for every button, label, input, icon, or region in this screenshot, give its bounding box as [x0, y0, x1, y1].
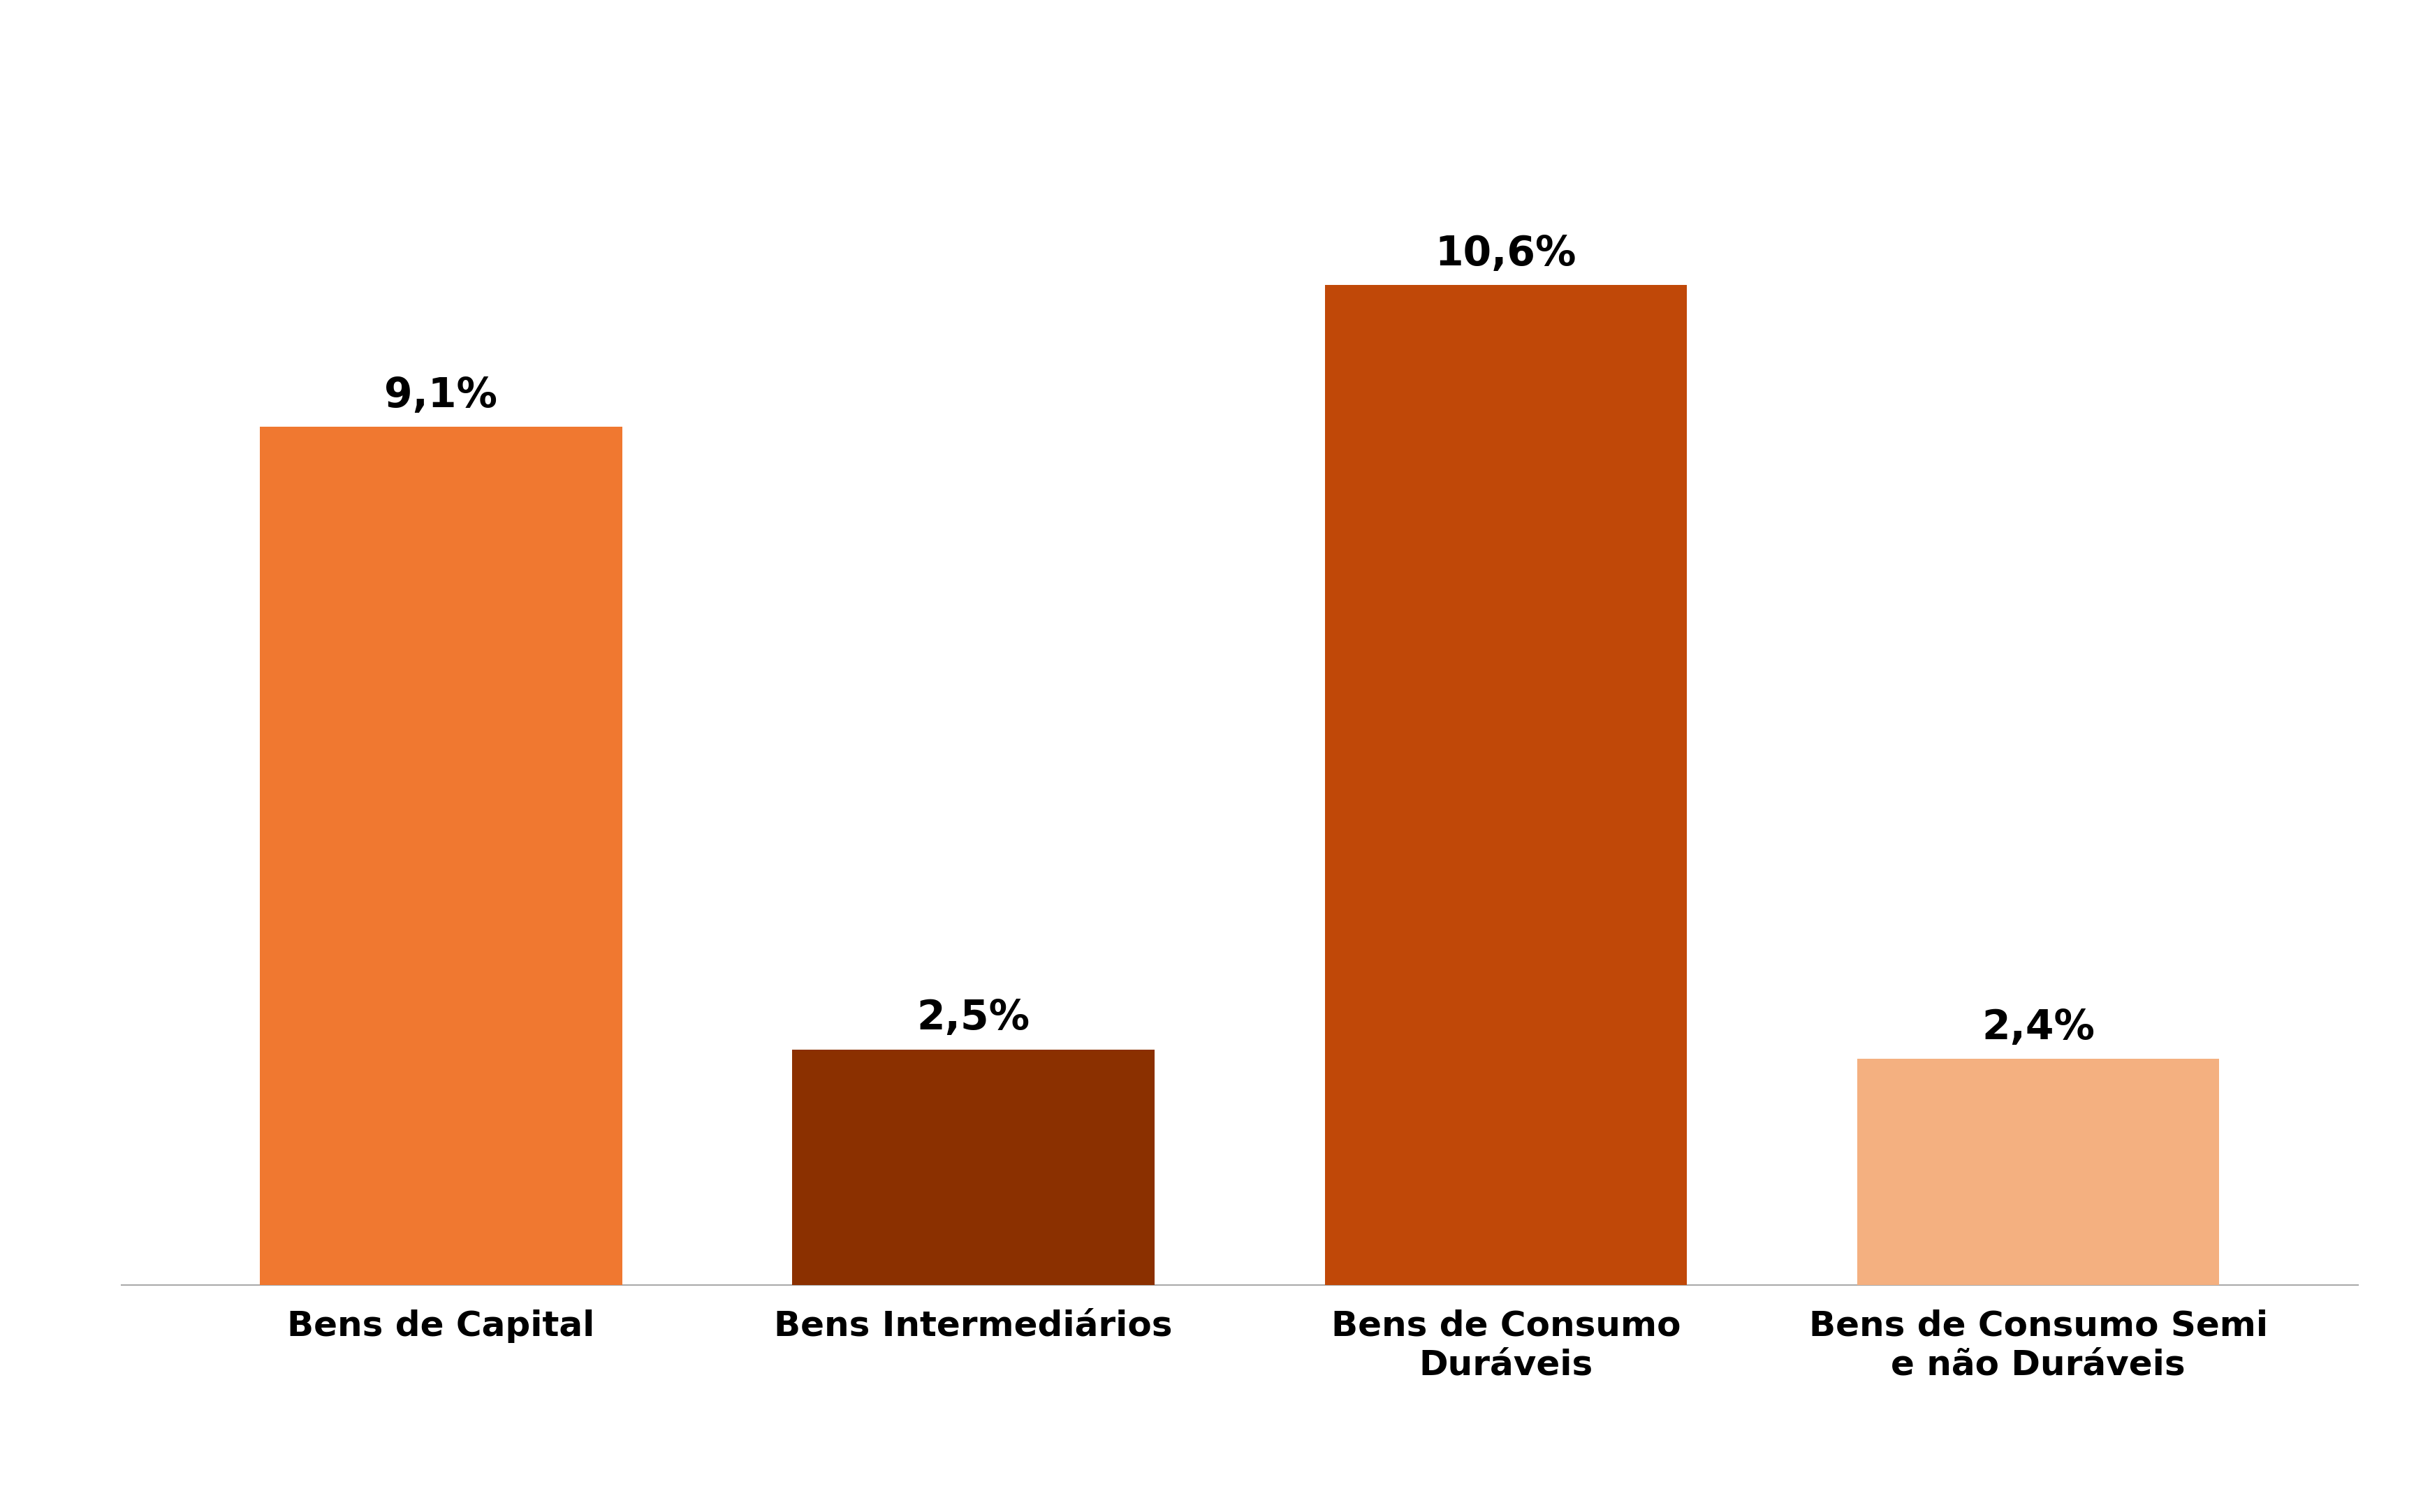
Bar: [792, 1049, 1154, 1285]
Text: 2,5%: 2,5%: [916, 998, 1030, 1039]
Bar: [1324, 286, 1686, 1285]
Bar: [1857, 1058, 2219, 1285]
Text: 2,4%: 2,4%: [1980, 1007, 2095, 1048]
Text: 10,6%: 10,6%: [1434, 234, 1577, 274]
Text: 9,1%: 9,1%: [384, 375, 498, 416]
Bar: [260, 426, 622, 1285]
